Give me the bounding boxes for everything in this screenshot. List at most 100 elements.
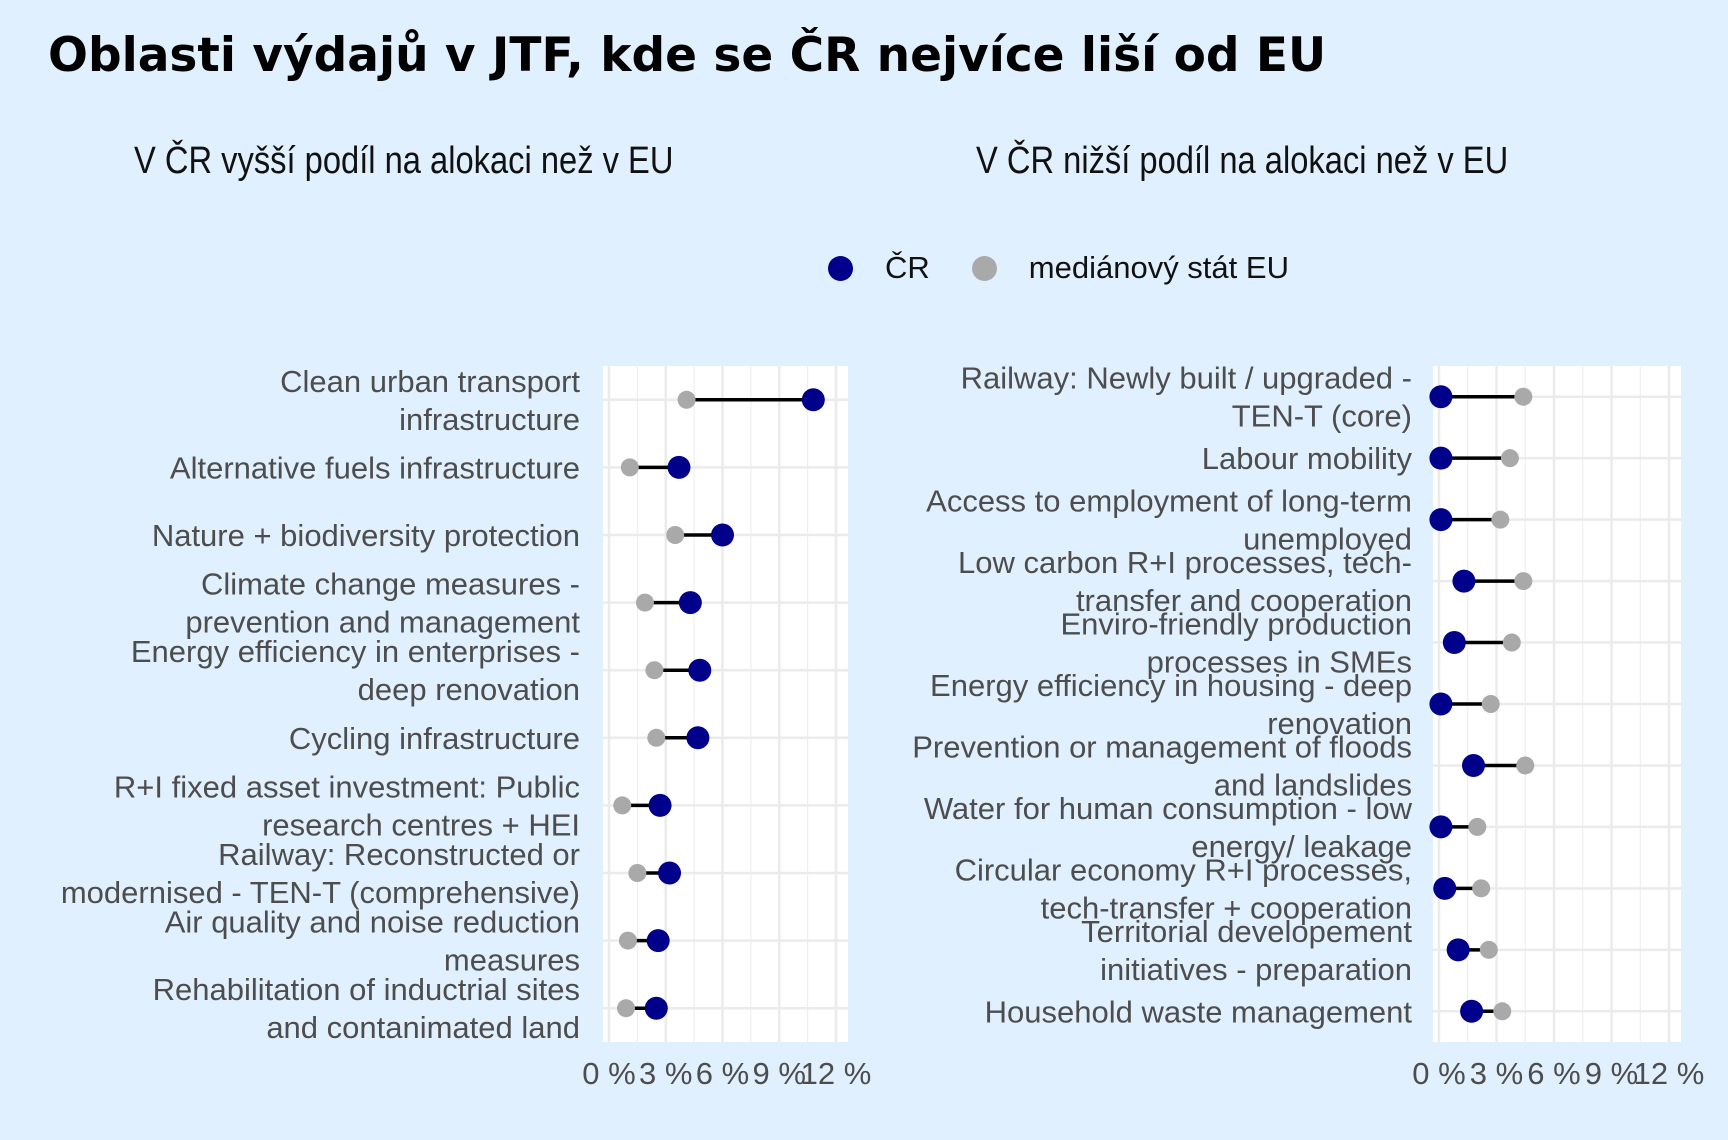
category-label: Climate change measures -prevention and … — [185, 567, 580, 640]
point-cr — [1429, 692, 1453, 716]
category-label-line: transfer and cooperation — [1076, 583, 1412, 618]
point-eu — [620, 458, 639, 477]
point-eu — [1502, 633, 1521, 652]
point-eu — [645, 661, 664, 680]
legend-label-eu: mediánový stát EU — [1028, 250, 1289, 285]
category-label-line: Enviro-friendly production — [1060, 607, 1412, 642]
category-label-line: renovation — [1267, 706, 1412, 741]
category-label: Water for human consumption - low energy/… — [924, 791, 1413, 864]
point-cr — [1429, 446, 1453, 470]
category-label: R+I fixed asset investment: Public resear… — [114, 769, 580, 842]
category-label: Territorial developement initiatives - pr… — [1081, 914, 1412, 987]
point-cr — [1442, 631, 1466, 655]
point-cr — [1433, 876, 1457, 900]
point-eu — [666, 526, 685, 544]
category-label: Nature + biodiversity protection — [152, 518, 580, 553]
category-label: Cycling infrastructure — [289, 721, 580, 756]
point-cr — [667, 455, 691, 479]
x-tick-label: 3 % — [1470, 1056, 1523, 1091]
point-cr — [1429, 385, 1453, 409]
panel-left-title: V ČR vyšší podíl na alokaci než v EU — [134, 140, 674, 182]
category-label-line: Prevention or management of floods — [912, 729, 1412, 764]
point-eu — [628, 864, 647, 882]
chart-title: Oblasti výdajů v JTF, kde se ČR nejvíce … — [48, 28, 1327, 83]
category-label: Labour mobility — [1202, 441, 1413, 476]
category-label-line: Clean urban transport — [280, 364, 580, 399]
legend-key-eu — [971, 255, 997, 281]
category-label: Low carbon R+I processes, tech-transfer … — [958, 545, 1412, 618]
point-cr — [1460, 999, 1484, 1023]
category-label: Prevention or management of floods and la… — [912, 729, 1412, 802]
x-tick-label: 0 % — [582, 1056, 635, 1091]
point-cr — [1452, 569, 1476, 593]
category-label-line: TEN-T (core) — [1232, 399, 1412, 434]
point-cr — [1429, 508, 1453, 532]
x-tick-label: 6 % — [1527, 1056, 1580, 1091]
category-label-line: Railway: Reconstructed or — [218, 837, 580, 872]
point-eu — [1491, 510, 1510, 529]
x-tick-label: 9 % — [1585, 1056, 1638, 1091]
point-eu — [647, 728, 666, 747]
panel-right-title: V ČR nižší podíl na alokaci než v EU — [976, 140, 1509, 182]
point-eu — [1472, 879, 1491, 898]
category-label: Clean urban transport infrastructure — [280, 364, 580, 437]
point-eu — [1516, 756, 1535, 775]
category-label-line: Low carbon R+I processes, tech- — [958, 545, 1412, 580]
category-label-line: Energy efficiency in enterprises - — [131, 634, 580, 669]
point-eu — [1479, 940, 1498, 959]
category-label-line: research centres + HEI — [262, 807, 580, 842]
category-label-line: Labour mobility — [1202, 441, 1413, 476]
x-tick-label: 12 % — [1634, 1056, 1705, 1091]
x-tick-label: 0 % — [1412, 1056, 1465, 1091]
category-label-line: Climate change measures - — [201, 567, 580, 602]
point-cr — [1462, 753, 1485, 777]
panel-left: 0 % 3 % 6 % 9 %12 % Clean urban transport inf… — [61, 364, 871, 1091]
point-cr — [1446, 938, 1470, 962]
point-eu — [677, 390, 696, 409]
legend-label-cr: ČR — [885, 250, 930, 285]
point-cr — [1429, 815, 1453, 839]
category-label-line: processes in SMEs — [1147, 645, 1412, 680]
point-cr — [686, 726, 710, 750]
category-label-line: Circular economy R+I processes, — [955, 852, 1412, 887]
point-cr — [646, 929, 670, 953]
point-eu — [618, 931, 637, 950]
x-tick-label: 9 % — [753, 1056, 806, 1091]
category-label-line: R+I fixed asset investment: Public — [114, 769, 580, 804]
category-label: Air quality and noise reduction measures — [165, 905, 580, 978]
point-cr — [644, 996, 668, 1020]
category-label-line: and landslides — [1214, 767, 1412, 802]
category-label: Railway: Newly built / upgraded -TEN-T (… — [961, 361, 1412, 434]
panel-right: 0 % 3 % 6 % 9 %12 % Railway: Newly built / u… — [912, 361, 1704, 1091]
category-label-line: Energy efficiency in housing - deep — [930, 668, 1412, 703]
category-label-line: tech-transfer + cooperation — [1041, 890, 1412, 925]
category-label-line: measures — [444, 943, 580, 978]
point-cr — [658, 861, 682, 885]
category-label: Household waste management — [985, 994, 1413, 1029]
x-tick-label: 3 % — [639, 1056, 692, 1091]
point-eu — [1500, 449, 1519, 468]
point-eu — [1481, 695, 1500, 713]
category-label-line: Rehabilitation of inductrial sites — [153, 972, 580, 1007]
category-label-line: Territorial developement — [1081, 914, 1412, 949]
category-label-line: Railway: Newly built / upgraded - — [961, 361, 1412, 396]
legend-key-cr — [828, 255, 853, 281]
category-label-line: Nature + biodiversity protection — [152, 518, 580, 553]
category-label: Rehabilitation of inductrial sites and co… — [153, 972, 580, 1045]
point-eu — [1468, 817, 1487, 836]
category-label: Railway: Reconstructed or modernised - TE… — [61, 837, 580, 910]
point-cr — [711, 523, 734, 547]
category-label-line: prevention and management — [185, 605, 580, 640]
category-label-line: Alternative fuels infrastructure — [170, 450, 580, 485]
point-eu — [1514, 387, 1533, 406]
point-eu — [635, 593, 654, 612]
category-label-line: Air quality and noise reduction — [165, 905, 580, 940]
point-cr — [801, 388, 825, 412]
point-cr — [688, 658, 712, 682]
category-label-line: Water for human consumption - low — [924, 791, 1413, 826]
category-label: Enviro-friendly production processes in S… — [1060, 607, 1412, 680]
point-cr — [678, 591, 702, 615]
category-label-line: deep renovation — [358, 672, 580, 707]
legend: ČR mediánový stát EU — [828, 244, 1331, 292]
point-cr — [648, 793, 672, 817]
